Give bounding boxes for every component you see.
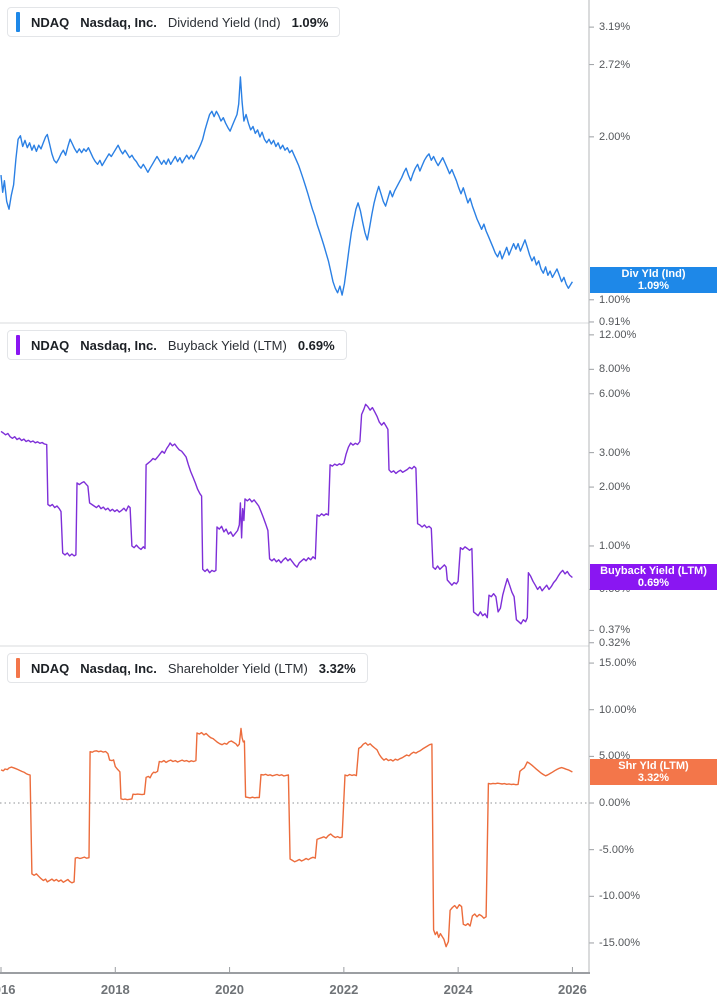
x-axis-tick-label: 2016	[0, 982, 16, 997]
metric-value: 0.69%	[297, 337, 335, 353]
y-axis-tick-label: 12.00%	[599, 328, 637, 341]
metric-name: Shareholder Yield (LTM)	[167, 660, 308, 676]
last-value-badge-buyback-yield: Buyback Yield (LTM) 0.69%	[590, 564, 717, 590]
y-axis-tick-label: 0.32%	[599, 636, 631, 649]
y-axis-tick-label: 2.00%	[599, 130, 631, 143]
company-name: Nasdaq, Inc.	[80, 660, 157, 676]
ticker-label: NDAQ	[31, 337, 70, 353]
series-line-0	[0, 76, 573, 296]
y-axis-tick-label: 2.72%	[599, 58, 631, 71]
company-name: Nasdaq, Inc.	[80, 337, 157, 353]
ticker-label: NDAQ	[31, 660, 70, 676]
y-axis-tick-label: 3.00%	[599, 446, 631, 459]
y-axis-tick-label: -5.00%	[599, 843, 634, 856]
legend-buyback-yield[interactable]: NDAQ Nasdaq, Inc. Buyback Yield (LTM) 0.…	[7, 330, 347, 360]
y-axis-tick-label: 10.00%	[599, 703, 637, 716]
series-line-1	[0, 403, 573, 625]
y-axis-tick-label: 1.00%	[599, 539, 631, 552]
y-axis-tick-label: 3.19%	[599, 21, 631, 34]
metric-value: 3.32%	[318, 660, 356, 676]
legend-shareholder-yield[interactable]: NDAQ Nasdaq, Inc. Shareholder Yield (LTM…	[7, 653, 368, 683]
x-axis-tick-label: 2024	[443, 982, 473, 997]
series-color-bar	[16, 12, 20, 32]
x-axis-tick-label: 2018	[100, 982, 130, 997]
y-axis-tick-label: 15.00%	[599, 657, 637, 670]
x-axis-tick-label: 2022	[329, 982, 359, 997]
y-axis-tick-label: 0.00%	[599, 797, 631, 810]
y-axis-tick-label: 0.91%	[599, 315, 631, 328]
series-color-bar	[16, 658, 20, 678]
ticker-label: NDAQ	[31, 14, 70, 30]
metric-name: Buyback Yield (LTM)	[167, 337, 287, 353]
x-axis-tick-label: 2026	[557, 982, 587, 997]
y-axis-tick-label: 2.00%	[599, 481, 631, 494]
y-axis-tick-label: 8.00%	[599, 363, 631, 376]
y-axis-tick-label: -10.00%	[599, 890, 640, 903]
x-axis-tick-label: 2020	[215, 982, 245, 997]
y-axis-tick-label: -15.00%	[599, 936, 640, 949]
y-axis-tick-label: 1.00%	[599, 293, 631, 306]
series-color-bar	[16, 335, 20, 355]
last-value-badge-shareholder-yield: Shr Yld (LTM) 3.32%	[590, 759, 717, 785]
company-name: Nasdaq, Inc.	[80, 14, 157, 30]
y-axis-tick-label: 6.00%	[599, 387, 631, 400]
y-axis-tick-label: 0.37%	[599, 624, 631, 637]
metric-name: Dividend Yield (Ind)	[167, 14, 281, 30]
last-value-badge-dividend-yield: Div Yld (Ind) 1.09%	[590, 267, 717, 293]
series-line-2	[0, 727, 573, 948]
metric-value: 1.09%	[291, 14, 329, 30]
legend-dividend-yield[interactable]: NDAQ Nasdaq, Inc. Dividend Yield (Ind) 1…	[7, 7, 341, 37]
